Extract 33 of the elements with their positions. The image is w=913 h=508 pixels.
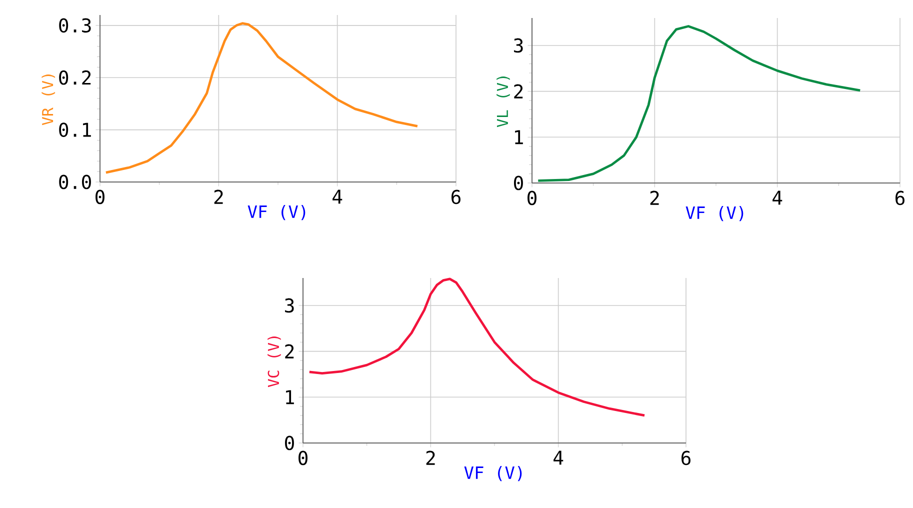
x-tick-label: 4: [554, 450, 564, 465]
x-tick-label: 4: [332, 190, 342, 204]
y-axis-title: VR (V): [42, 74, 56, 126]
y-tick-label: 0: [514, 176, 523, 190]
y-tick-label: 3: [285, 298, 294, 313]
y-axis-title: VL (V): [496, 76, 510, 128]
x-tick-label: 6: [896, 190, 904, 206]
y-tick-label: 0.1: [59, 122, 91, 137]
line-series: [308, 278, 646, 417]
y-tick-label: 1: [286, 390, 294, 404]
line-series: [104, 22, 419, 174]
x-axis-title: VF (V): [248, 205, 306, 220]
y-tick-label: 0.0: [59, 174, 91, 190]
y-tick-label: 0.3: [59, 18, 91, 33]
x-tick-label: 2: [650, 190, 659, 205]
y-tick-label: 0.2: [59, 70, 91, 85]
x-tick-label: 6: [682, 450, 690, 466]
y-tick-label: 2: [514, 84, 523, 98]
y-tick-label: 3: [514, 38, 523, 53]
x-tick-label: 0: [528, 190, 536, 206]
y-tick-label: 0: [285, 436, 294, 450]
x-tick-label: 0: [96, 190, 104, 204]
x-tick-label: 2: [214, 190, 223, 204]
y-axis-title: VC (V): [268, 336, 281, 388]
line-series: [536, 25, 862, 182]
y-tick-label: 1: [515, 130, 523, 144]
x-tick-label: 4: [772, 190, 782, 205]
y-tick-label: 2: [285, 344, 294, 358]
x-axis-title: VF (V): [686, 206, 744, 222]
x-tick-label: 6: [452, 190, 460, 204]
x-tick-label: 2: [426, 450, 435, 465]
x-axis-title: VF (V): [464, 466, 522, 482]
x-tick-label: 0: [298, 450, 308, 466]
